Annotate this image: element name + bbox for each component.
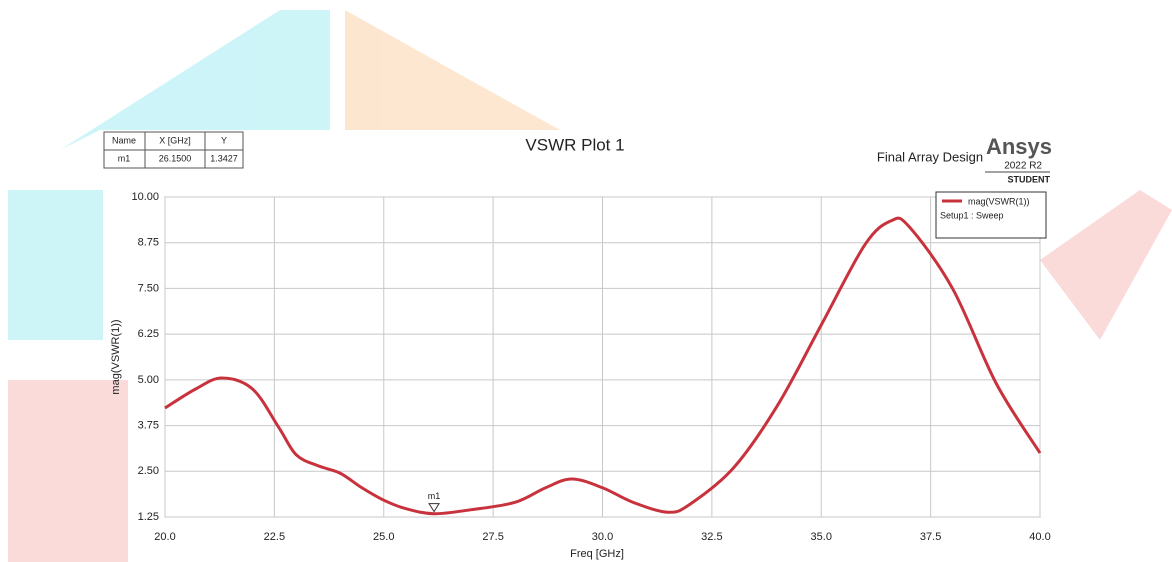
y-tick-label: 8.75 xyxy=(138,237,159,249)
y-tick-label: 5.00 xyxy=(138,374,159,386)
y-tick-label: 10.00 xyxy=(131,191,159,203)
x-tick-label: 25.0 xyxy=(373,531,394,543)
watermark xyxy=(8,10,1172,562)
x-tick-label: 37.5 xyxy=(920,531,941,543)
table-cell: 1.3427 xyxy=(210,153,238,163)
x-tick-label: 27.5 xyxy=(482,531,503,543)
version: 2022 R2 xyxy=(1004,161,1042,172)
y-axis-label: mag(VSWR(1)) xyxy=(110,319,122,394)
table-header: Name xyxy=(112,135,136,145)
x-tick-label: 30.0 xyxy=(592,531,613,543)
brand: Ansys xyxy=(986,134,1052,159)
x-tick-label: 22.5 xyxy=(264,531,285,543)
y-tick-label: 2.50 xyxy=(138,465,159,477)
marker xyxy=(429,504,439,512)
table-header: Y xyxy=(221,135,227,145)
edition: STUDENT xyxy=(1008,174,1051,184)
y-tick-label: 6.25 xyxy=(138,328,159,340)
x-tick-label: 20.0 xyxy=(154,531,175,543)
x-axis-label: Freq [GHz] xyxy=(570,548,624,560)
chart-subtitle: Final Array Design xyxy=(877,149,983,164)
x-tick-label: 40.0 xyxy=(1029,531,1050,543)
marker-label: m1 xyxy=(428,491,441,501)
table-header: X [GHz] xyxy=(159,135,191,145)
x-tick-label: 32.5 xyxy=(701,531,722,543)
legend-label: mag(VSWR(1)) xyxy=(968,196,1030,206)
x-tick-label: 35.0 xyxy=(811,531,832,543)
y-tick-label: 3.75 xyxy=(138,419,159,431)
legend-note: Setup1 : Sweep xyxy=(940,210,1004,220)
marker-table: Name X [GHz] Y m1 26.1500 1.3427 xyxy=(104,132,243,168)
table-cell: m1 xyxy=(118,153,131,163)
page: {"chart_data": {"type": "line", "title":… xyxy=(0,0,1172,562)
chart: VSWR Plot 1 Final Array Design Ansys 202… xyxy=(0,0,1172,562)
chart-title: VSWR Plot 1 xyxy=(525,135,624,154)
y-tick-label: 1.25 xyxy=(138,511,159,523)
table-cell: 26.1500 xyxy=(159,153,192,163)
y-tick-label: 7.50 xyxy=(138,282,159,294)
